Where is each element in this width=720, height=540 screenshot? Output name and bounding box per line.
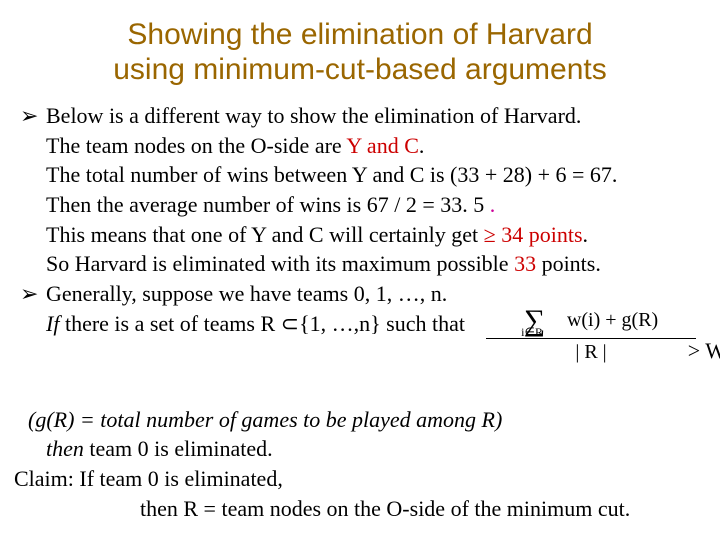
then-keyword: then — [46, 436, 84, 461]
highlight-avg: . — [484, 192, 495, 217]
bullet-marker-icon: ➢ — [20, 279, 46, 309]
highlight-33: 33 — [514, 251, 536, 276]
bullet-1-line-4: Then the average number of wins is 67 / … — [46, 190, 710, 220]
text-fragment: This means that one of Y and C will cert… — [46, 222, 484, 247]
bullet-1: ➢ Below is a different way to show the e… — [20, 101, 710, 131]
text-fragment: So Harvard is eliminated with its maximu… — [46, 251, 514, 276]
formula-rhs: > W — [688, 338, 720, 364]
bullet-1-line-2: The team nodes on the O-side are Y and C… — [46, 131, 710, 161]
bullet-1-line-3: The total number of wins between Y and C… — [46, 160, 710, 190]
sum-index: i∈R — [521, 325, 543, 340]
text-fragment: Then the average number of wins is 67 / … — [46, 192, 484, 217]
claim-line-1: Claim: If team 0 is eliminated, — [14, 464, 710, 494]
text-fragment: The team nodes on the O-side are — [46, 133, 346, 158]
claim-line-2: then R = team nodes on the O-side of the… — [140, 494, 710, 524]
bullet-1-text: Below is a different way to show the eli… — [46, 101, 710, 131]
formula-numerator: ∑i∈Rw(i) + g(R) — [486, 300, 696, 339]
then-line: then team 0 is eliminated. — [46, 434, 710, 464]
formula-fraction: ∑i∈Rw(i) + g(R) | R | — [486, 300, 696, 364]
bullet-marker-icon: ➢ — [20, 101, 46, 131]
bullet-1-line-6: So Harvard is eliminated with its maximu… — [46, 249, 710, 279]
title-line-1: Showing the elimination of Harvard — [127, 18, 592, 51]
text-fragment: points. — [536, 251, 601, 276]
bullet-1-line-5: This means that one of Y and C will cert… — [46, 220, 710, 250]
text-fragment: team 0 is eliminated. — [84, 436, 273, 461]
highlight-teams: Y and C — [346, 133, 419, 158]
title-line-2: using minimum-cut-based arguments — [113, 53, 607, 86]
if-keyword: If — [46, 311, 59, 336]
text-fragment: . — [419, 133, 425, 158]
slide-title: Showing the elimination of Harvard using… — [10, 18, 710, 87]
highlight-ge34: ≥ 34 points — [484, 222, 583, 247]
text-fragment: . — [583, 222, 589, 247]
slide-root: Showing the elimination of Harvard using… — [0, 0, 720, 540]
text-fragment: {1, …,n} such that — [299, 311, 465, 336]
subset-symbol: ⊂ — [281, 311, 299, 336]
lower-block: (g(R) = total number of games to be play… — [10, 405, 710, 524]
g-definition: (g(R) = total number of games to be play… — [28, 405, 710, 435]
sum-expression: w(i) + g(R) — [567, 309, 658, 331]
formula-denominator: | R | — [486, 339, 696, 364]
text-fragment: there is a set of teams R — [59, 311, 280, 336]
